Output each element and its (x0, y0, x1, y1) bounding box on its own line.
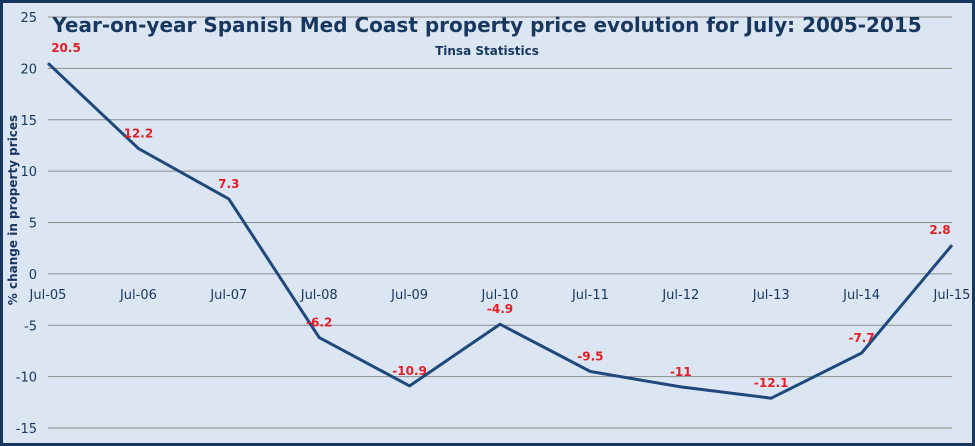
data-label: -11 (670, 365, 692, 379)
chart-subtitle: Tinsa Statistics (435, 44, 539, 58)
data-labels: 20.5 12.2 7.3 -6.2 -10.9 -4.9 -9.5 -11 -12.1 -7.7… (51, 41, 950, 390)
y-tick-label: -15 (16, 422, 37, 437)
x-tick-label: Jul-09 (390, 288, 428, 303)
y-tick-label: 0 (29, 268, 37, 283)
series-line-path (46, 62, 954, 400)
x-tick-label: Jul-08 (300, 288, 338, 303)
y-tick-label: 20 (20, 62, 37, 77)
x-tick-label: Jul-07 (209, 288, 247, 303)
y-tick-label: -10 (16, 371, 37, 386)
data-label: -10.9 (392, 364, 427, 378)
data-label: -7.7 (848, 331, 874, 345)
y-tick-label: -5 (24, 319, 37, 334)
y-tick-label: 5 (29, 217, 37, 232)
y-tick-label: 15 (20, 114, 37, 129)
x-tick-label: Jul-05 (29, 288, 67, 303)
y-axis-tick-labels: -15 -10 -5 0 5 10 15 20 25 (16, 11, 37, 437)
data-label: -9.5 (577, 349, 603, 363)
x-axis-tick-labels: Jul-05 Jul-06 Jul-07 Jul-08 Jul-09 Jul-10 Jul-… (29, 288, 971, 303)
x-tick-label: Jul-11 (571, 288, 609, 303)
x-tick-label: Jul-14 (842, 288, 880, 303)
data-label: 20.5 (51, 41, 81, 55)
y-tick-label: 10 (20, 165, 37, 180)
chart-title: Year-on-year Spanish Med Coast property … (51, 13, 921, 37)
data-label: -4.9 (487, 302, 513, 316)
data-label: -12.1 (754, 376, 789, 390)
data-label: 12.2 (124, 127, 154, 141)
x-tick-label: Jul-10 (481, 288, 519, 303)
data-label: -6.2 (306, 316, 332, 330)
x-tick-label: Jul-15 (933, 288, 971, 303)
series-line (46, 62, 954, 400)
data-label: 7.3 (218, 177, 239, 191)
y-axis-label: % change in property prices (6, 115, 20, 305)
data-label: 2.8 (929, 223, 950, 237)
x-tick-label: Jul-06 (119, 288, 157, 303)
x-tick-label: Jul-12 (661, 288, 699, 303)
y-tick-label: 25 (20, 11, 37, 26)
x-tick-label: Jul-13 (752, 288, 790, 303)
